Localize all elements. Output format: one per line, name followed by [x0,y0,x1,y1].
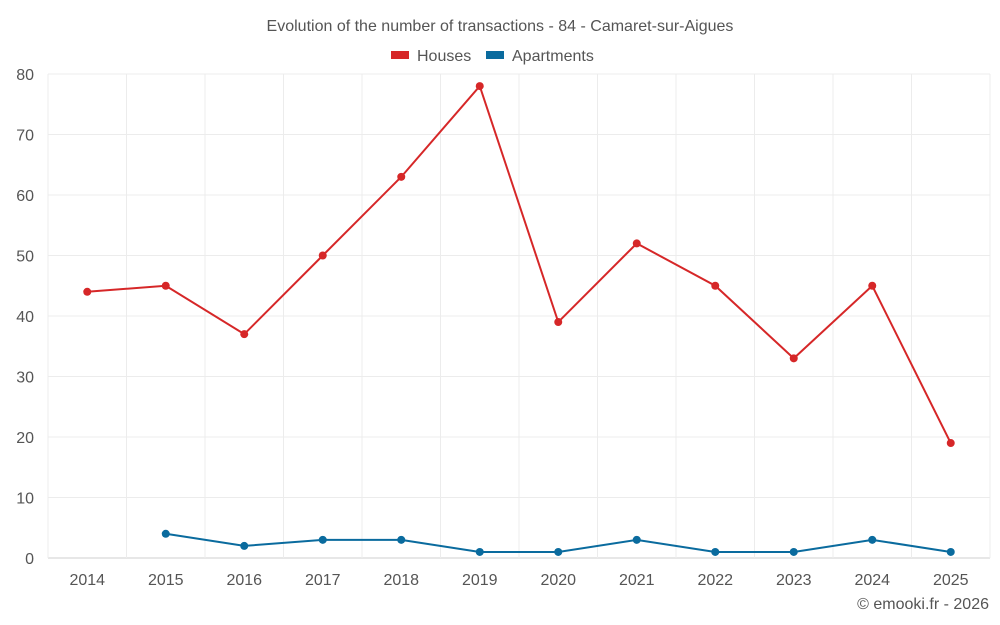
data-point-houses [240,330,249,339]
data-point-houses [554,318,563,327]
data-point-houses [475,82,484,91]
x-tick-label: 2018 [383,572,419,589]
x-tick-label: 2023 [776,572,812,589]
data-point-apartments [475,547,484,556]
credit-text: © emooki.fr - 2026 [857,596,989,613]
series-line-houses [87,84,952,444]
data-point-houses [711,281,720,290]
x-tick-label: 2024 [854,572,890,589]
legend-label-apartments: Apartments [512,48,594,65]
data-point-apartments [554,547,563,556]
data-point-apartments [397,535,406,544]
x-tick-label: 2025 [933,572,969,589]
x-tick-label: 2015 [148,572,184,589]
data-point-houses [397,172,406,181]
data-point-houses [789,354,798,363]
data-point-apartments [632,535,641,544]
x-tick-label: 2019 [462,572,498,589]
data-point-houses [318,251,327,260]
y-tick-label: 70 [16,128,34,145]
x-tick-label: 2021 [619,572,655,589]
y-tick-label: 40 [16,309,34,326]
y-tick-label: 20 [16,430,34,447]
data-point-apartments [318,535,327,544]
y-tick-label: 50 [16,249,34,266]
chart-title: Evolution of the number of transactions … [267,18,734,35]
data-point-apartments [240,541,249,550]
data-point-houses [161,281,170,290]
legend-label-houses: Houses [417,48,471,65]
data-point-houses [83,287,92,296]
legend-swatch-houses [391,51,409,59]
data-point-houses [868,281,877,290]
y-tick-label: 10 [16,491,34,508]
data-point-apartments [789,547,798,556]
data-point-apartments [711,547,720,556]
data-point-apartments [161,529,170,538]
series-group [83,82,955,556]
data-point-apartments [946,547,955,556]
x-tick-label: 2016 [226,572,262,589]
data-point-houses [632,239,641,248]
x-tick-label: 2020 [540,572,576,589]
x-tick-label: 2014 [69,572,105,589]
y-tick-label: 80 [16,67,34,84]
data-point-apartments [868,535,877,544]
y-tick-label: 30 [16,370,34,387]
legend: Houses Apartments [391,48,594,65]
grid [47,73,991,559]
x-axis: 2014 2015 2016 2017 2018 2019 2020 2021 2022 2023… [69,572,968,589]
x-tick-label: 2017 [305,572,341,589]
data-point-houses [946,439,955,448]
y-tick-label: 60 [16,188,34,205]
legend-swatch-apartments [486,51,504,59]
y-axis: 0 10 20 30 40 50 60 70 80 [16,67,34,568]
y-tick-label: 0 [25,551,34,568]
x-tick-label: 2022 [697,572,733,589]
